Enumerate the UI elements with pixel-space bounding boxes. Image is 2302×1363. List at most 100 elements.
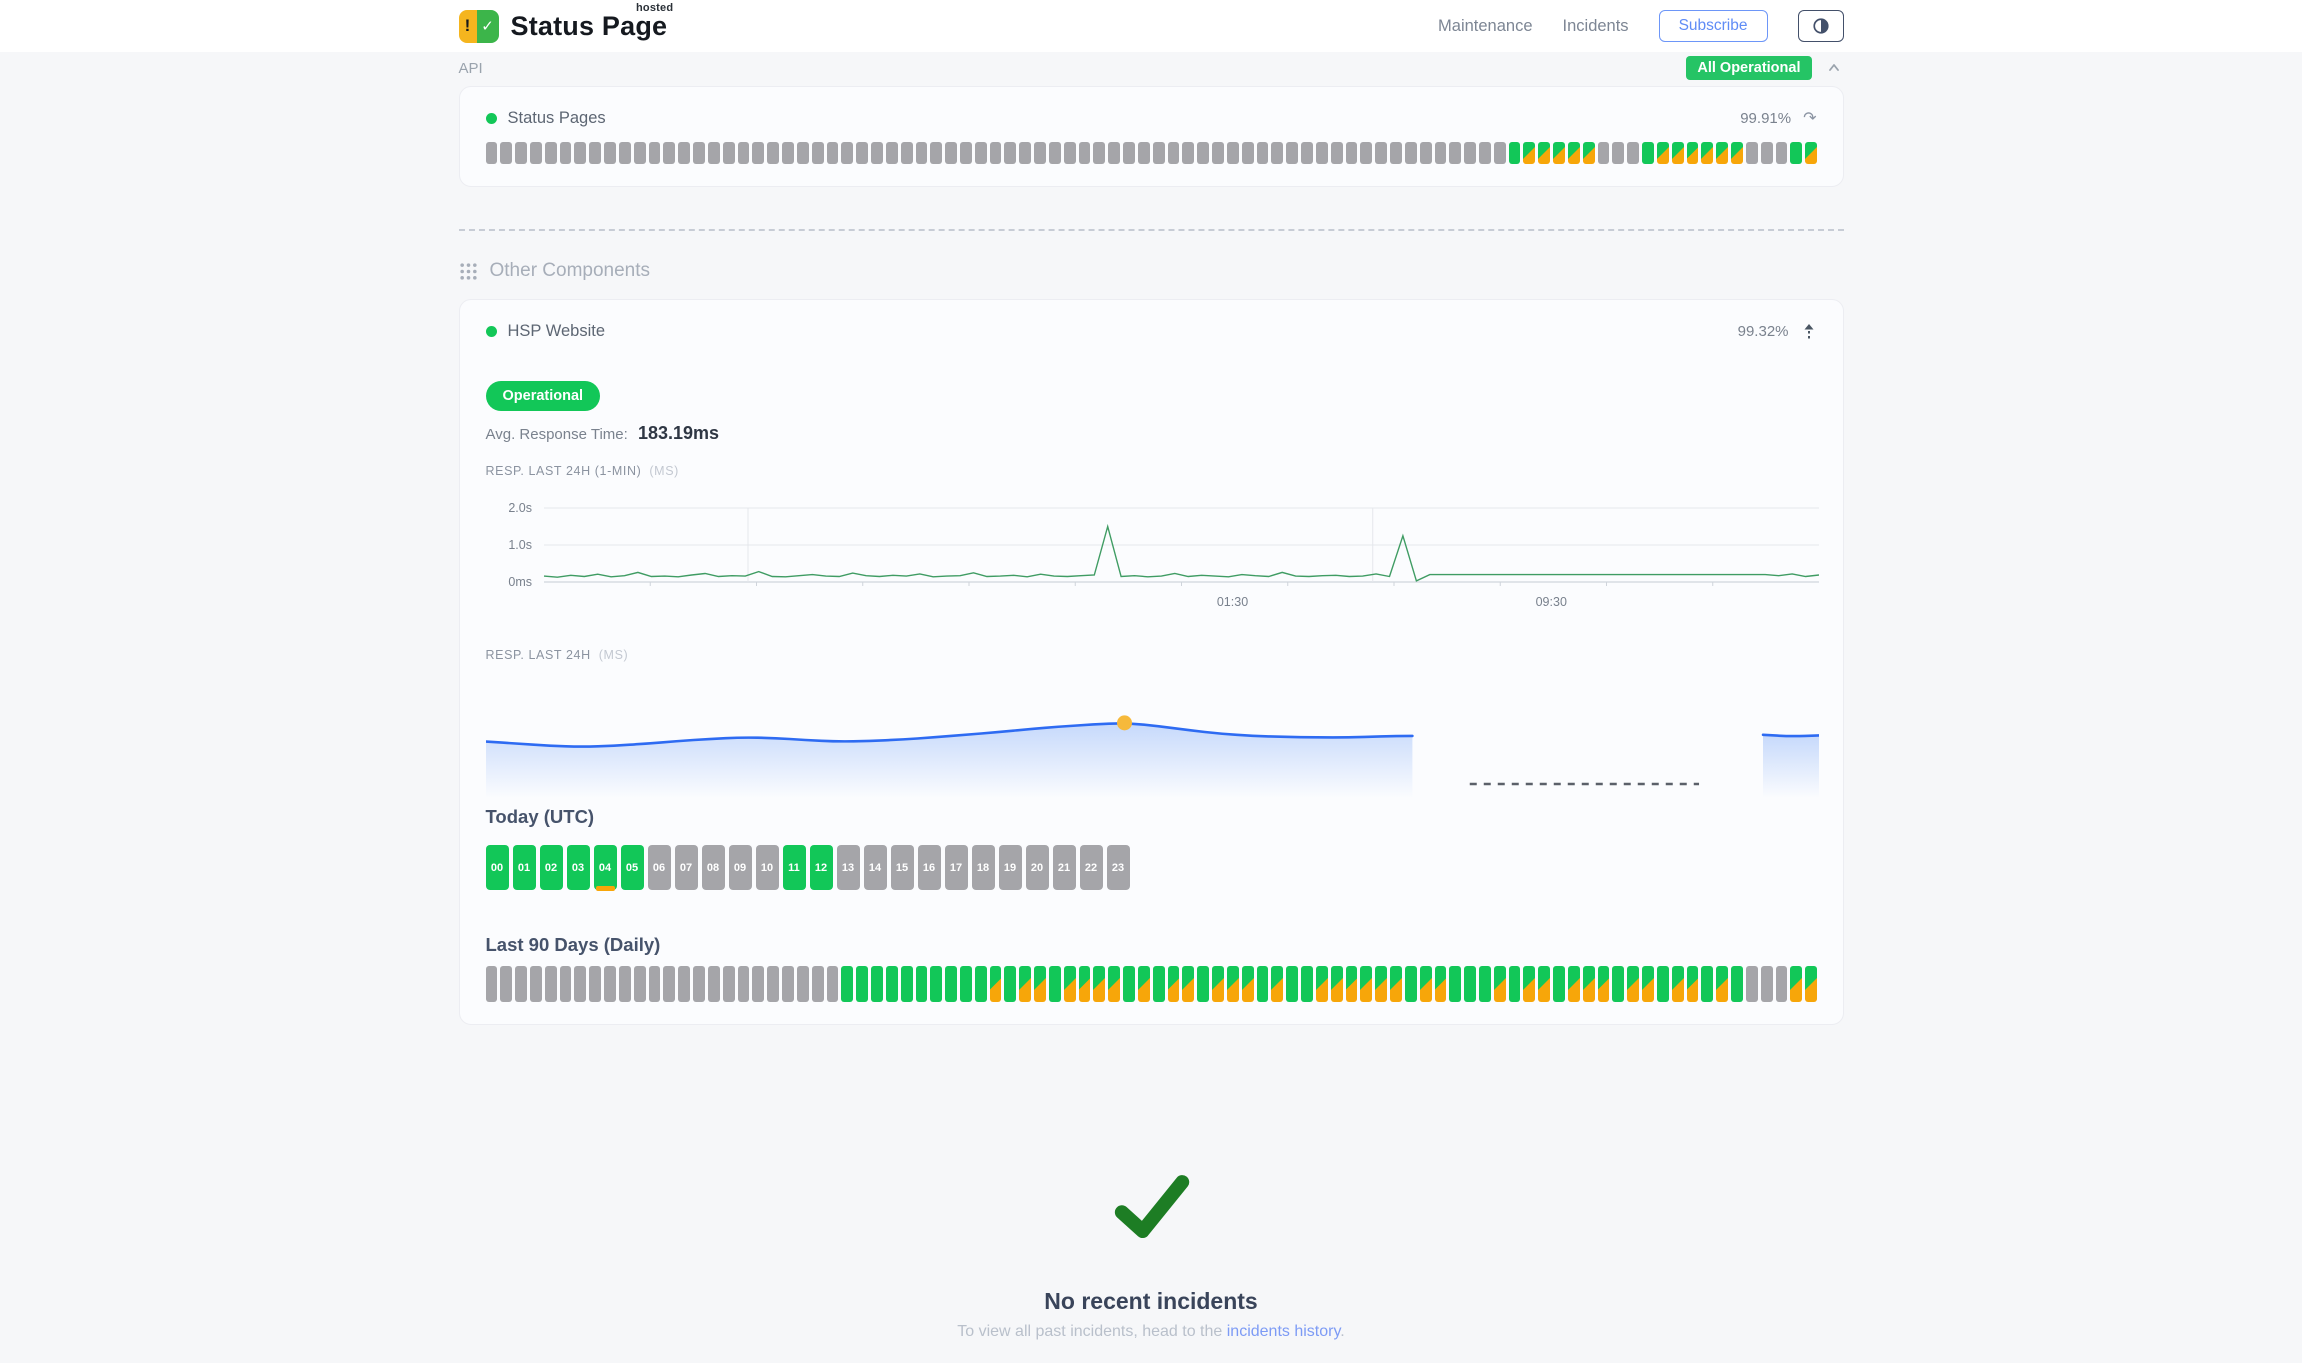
uptime-bar-gray[interactable] — [500, 142, 513, 164]
hour-block-15[interactable]: 15 — [890, 845, 914, 890]
collapse-arrow-icon[interactable] — [1801, 323, 1817, 341]
uptime-bar-gray[interactable] — [604, 966, 616, 1002]
uptime-bar-gray[interactable] — [1286, 142, 1299, 164]
hour-block-03[interactable]: 03 — [566, 845, 590, 890]
uptime-bar-split[interactable] — [1330, 966, 1343, 1002]
hour-block-04[interactable]: 04 — [593, 845, 617, 891]
uptime-bar-gray[interactable] — [1434, 142, 1447, 164]
uptime-bar-gray[interactable] — [826, 142, 839, 164]
uptime-bar-gray[interactable] — [782, 966, 794, 1002]
uptime-bar-split[interactable] — [1493, 966, 1506, 1002]
uptime-bar-gray[interactable] — [1004, 142, 1017, 164]
uptime-bar-gray[interactable] — [485, 966, 498, 1002]
hour-block-17[interactable]: 17 — [944, 845, 968, 890]
uptime-bar-gray[interactable] — [574, 142, 587, 164]
uptime-bar-split[interactable] — [1671, 142, 1684, 164]
uptime-bar-split[interactable] — [1226, 966, 1239, 1002]
uptime-bar-gray[interactable] — [1760, 142, 1773, 164]
hour-block-19[interactable]: 19 — [998, 845, 1022, 890]
uptime-bar-gray[interactable] — [1597, 142, 1610, 164]
uptime-bar-split[interactable] — [1582, 966, 1595, 1002]
uptime-bar-gray[interactable] — [515, 966, 527, 1002]
uptime-bar-gray[interactable] — [767, 142, 780, 164]
uptime-bar-gray[interactable] — [648, 142, 661, 164]
uptime-bar-green[interactable] — [1286, 966, 1299, 1002]
uptime-bar-gray[interactable] — [1256, 142, 1269, 164]
uptime-bar-gray[interactable] — [1375, 142, 1388, 164]
uptime-bar-gray[interactable] — [796, 142, 809, 164]
uptime-bar-split[interactable] — [1597, 966, 1610, 1002]
uptime-bar-split[interactable] — [1538, 966, 1551, 1002]
uptime-bar-split[interactable] — [1523, 142, 1536, 164]
uptime-bar-gray[interactable] — [663, 966, 676, 1002]
hour-block-23[interactable]: 23 — [1106, 845, 1130, 890]
uptime-bar-gray[interactable] — [1775, 966, 1788, 1002]
uptime-bar-green[interactable] — [871, 966, 883, 1002]
uptime-bar-gray[interactable] — [1493, 142, 1506, 164]
uptime-bar-green[interactable] — [1508, 966, 1521, 1002]
uptime-bar-green[interactable] — [1301, 966, 1313, 1002]
uptime-bar-green[interactable] — [1478, 966, 1491, 1002]
uptime-bar-gray[interactable] — [1093, 142, 1106, 164]
uptime-bar-gray[interactable] — [1123, 142, 1135, 164]
uptime-bar-split[interactable] — [1567, 142, 1580, 164]
uptime-bar-split[interactable] — [1553, 142, 1565, 164]
uptime-bar-split[interactable] — [1375, 966, 1388, 1002]
uptime-bar-split[interactable] — [1167, 966, 1180, 1002]
uptime-bar-gray[interactable] — [1301, 142, 1313, 164]
uptime-bar-gray[interactable] — [841, 142, 854, 164]
uptime-bar-gray[interactable] — [1019, 142, 1032, 164]
hour-block-14[interactable]: 14 — [863, 845, 887, 890]
hour-block-16[interactable]: 16 — [917, 845, 941, 890]
nav-maintenance[interactable]: Maintenance — [1438, 16, 1533, 35]
hour-block-20[interactable]: 20 — [1025, 845, 1049, 890]
hour-block-12[interactable]: 12 — [809, 845, 833, 890]
uptime-bar-split[interactable] — [1671, 966, 1684, 1002]
uptime-bar-gray[interactable] — [826, 966, 839, 1002]
uptime-bar-gray[interactable] — [1241, 142, 1254, 164]
uptime-bar-green[interactable] — [1553, 966, 1565, 1002]
uptime-bar-gray[interactable] — [737, 966, 750, 1002]
uptime-bar-gray[interactable] — [544, 966, 557, 1002]
hour-block-00[interactable]: 00 — [485, 845, 509, 890]
hour-block-05[interactable]: 05 — [620, 845, 644, 890]
uptime-bar-split[interactable] — [1360, 966, 1373, 1002]
uptime-bar-green[interactable] — [1642, 142, 1654, 164]
uptime-bar-gray[interactable] — [559, 966, 572, 1002]
response-time-area-chart[interactable] — [485, 680, 1819, 798]
uptime-bar-gray[interactable] — [796, 966, 809, 1002]
hour-block-18[interactable]: 18 — [971, 845, 995, 890]
nav-incidents[interactable]: Incidents — [1562, 16, 1629, 35]
uptime-bar-gray[interactable] — [811, 142, 824, 164]
uptime-bar-gray[interactable] — [618, 966, 631, 1002]
uptime-bar-green[interactable] — [1612, 966, 1625, 1002]
hour-block-08[interactable]: 08 — [701, 845, 725, 890]
uptime-bar-gray[interactable] — [915, 142, 928, 164]
uptime-bar-green[interactable] — [1048, 966, 1061, 1002]
uptime-bar-green[interactable] — [1790, 142, 1803, 164]
uptime-bar-green[interactable] — [1256, 966, 1269, 1002]
uptime-bar-gray[interactable] — [1775, 142, 1788, 164]
response-time-line-chart[interactable]: 2.0s 1.0s 0ms 01:30 09:30 — [486, 492, 1819, 616]
uptime-bar-gray[interactable] — [1167, 142, 1180, 164]
uptime-bar-gray[interactable] — [811, 966, 824, 1002]
uptime-bar-gray[interactable] — [989, 142, 1002, 164]
uptime-bar-split[interactable] — [1434, 966, 1447, 1002]
uptime-bar-split[interactable] — [1582, 142, 1595, 164]
uptime-bar-split[interactable] — [1805, 142, 1818, 164]
subscribe-button[interactable]: Subscribe — [1658, 10, 1768, 42]
uptime-bar-split[interactable] — [1656, 142, 1669, 164]
uptime-bar-split[interactable] — [1093, 966, 1106, 1002]
uptime-bar-green[interactable] — [945, 966, 957, 1002]
uptime-bar-gray[interactable] — [782, 142, 794, 164]
uptime-bar-split[interactable] — [1686, 142, 1699, 164]
uptime-bar-gray[interactable] — [633, 966, 646, 1002]
uptime-bar-gray[interactable] — [559, 142, 572, 164]
uptime-bar-gray[interactable] — [1390, 142, 1402, 164]
uptime-bar-green[interactable] — [1004, 966, 1017, 1002]
uptime-bar-green[interactable] — [1508, 142, 1521, 164]
uptime-bar-split[interactable] — [1567, 966, 1580, 1002]
uptime-bar-gray[interactable] — [1137, 142, 1150, 164]
uptime-bar-green[interactable] — [885, 966, 898, 1002]
uptime-bar-gray[interactable] — [1212, 142, 1224, 164]
